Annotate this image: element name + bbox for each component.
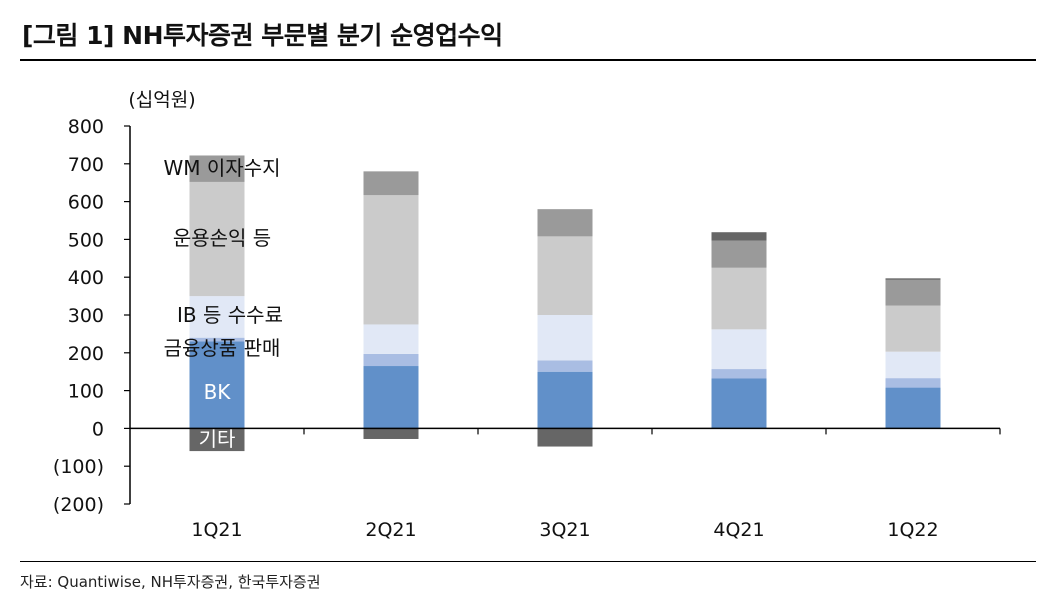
bar-segment-3Q21-s1 — [537, 360, 593, 372]
bar-segment-1Q22-s0 — [885, 387, 941, 429]
bar-segment-1Q21-s5 — [189, 428, 245, 452]
bars-layer — [189, 155, 941, 452]
bar-segment-2Q21-s2 — [363, 324, 419, 354]
bar-segment-4Q21-s3 — [711, 267, 767, 330]
bar-segment-1Q22-s2 — [885, 351, 941, 379]
bar-segment-1Q21-s2 — [189, 296, 245, 338]
bar-segment-4Q21-s1 — [711, 369, 767, 379]
y-tick-label: 500 — [68, 229, 104, 251]
y-tick-label: 700 — [68, 154, 104, 176]
bar-segment-1Q22-s5 — [885, 278, 941, 280]
y-tick-label: 100 — [68, 381, 104, 403]
bottom-rule — [20, 561, 1036, 562]
labels-layer: (십억원) 기타 BK 금융상품 판매 IB 등 수수료 운용손익 등 WM 이자수지 — [128, 89, 283, 451]
source-note: 자료: Quantiwise, NH투자증권, 한국투자증권 — [20, 573, 321, 591]
series-label: 금융상품 판매 — [164, 336, 281, 360]
bar-segment-4Q21-s5 — [711, 232, 767, 241]
series-label: BK — [204, 380, 232, 404]
bar-segment-4Q21-s4 — [711, 240, 767, 268]
bar-segment-2Q21-s0 — [363, 366, 419, 429]
bar-segment-3Q21-s2 — [537, 315, 593, 361]
y-tick-label: (200) — [53, 494, 104, 516]
y-tick-label: 600 — [68, 192, 104, 214]
x-tick-label: 1Q21 — [191, 519, 242, 541]
bar-segment-1Q21-s0 — [189, 341, 245, 429]
bar-segment-3Q21-s4 — [537, 209, 593, 237]
series-label: 운용손익 등 — [173, 226, 271, 250]
bar-segment-2Q21-s5 — [363, 428, 419, 439]
y-tick-label: 800 — [68, 116, 104, 138]
axes-layer: 800 700 600 500 400 300 200 100 0 (100) (200) 1Q21 2… — [53, 116, 1001, 541]
bar-segment-4Q21-s0 — [711, 378, 767, 429]
y-tick-label: 300 — [68, 305, 104, 327]
y-tick-label: 400 — [68, 267, 104, 289]
bar-segment-4Q21-s2 — [711, 329, 767, 370]
bar-segment-1Q22-s4 — [885, 279, 941, 306]
bar-segment-1Q21-s3 — [189, 181, 245, 297]
figure-title: [그림 1] NH투자증권 부문별 분기 순영업수익 — [22, 21, 503, 50]
x-tick-label: 2Q21 — [365, 519, 416, 541]
series-label: 기타 — [199, 427, 236, 451]
bar-segment-3Q21-s5 — [537, 428, 593, 447]
stacked-bar-chart: 800 700 600 500 400 300 200 100 0 (100) (200) 1Q21 2… — [53, 89, 1001, 541]
x-tick-label: 3Q21 — [539, 519, 590, 541]
bar-segment-2Q21-s4 — [363, 171, 419, 196]
bar-segment-2Q21-s1 — [363, 353, 419, 367]
unit-label: (십억원) — [128, 89, 195, 111]
bar-segment-3Q21-s0 — [537, 371, 593, 429]
series-label: WM 이자수지 — [164, 156, 281, 180]
bar-segment-1Q22-s1 — [885, 378, 941, 388]
bar-segment-1Q22-s3 — [885, 305, 941, 352]
x-tick-label: 4Q21 — [713, 519, 764, 541]
y-tick-label: 0 — [92, 418, 104, 440]
y-tick-label: (100) — [53, 456, 104, 478]
bar-segment-1Q21-s1 — [189, 337, 245, 342]
series-label: IB 등 수수료 — [177, 303, 283, 327]
bar-segment-3Q21-s3 — [537, 236, 593, 315]
bar-segment-1Q21-s4 — [189, 155, 245, 182]
x-tick-label: 1Q22 — [887, 519, 938, 541]
bar-segment-2Q21-s3 — [363, 195, 419, 325]
y-tick-label: 200 — [68, 343, 104, 365]
title-rule — [20, 59, 1036, 61]
